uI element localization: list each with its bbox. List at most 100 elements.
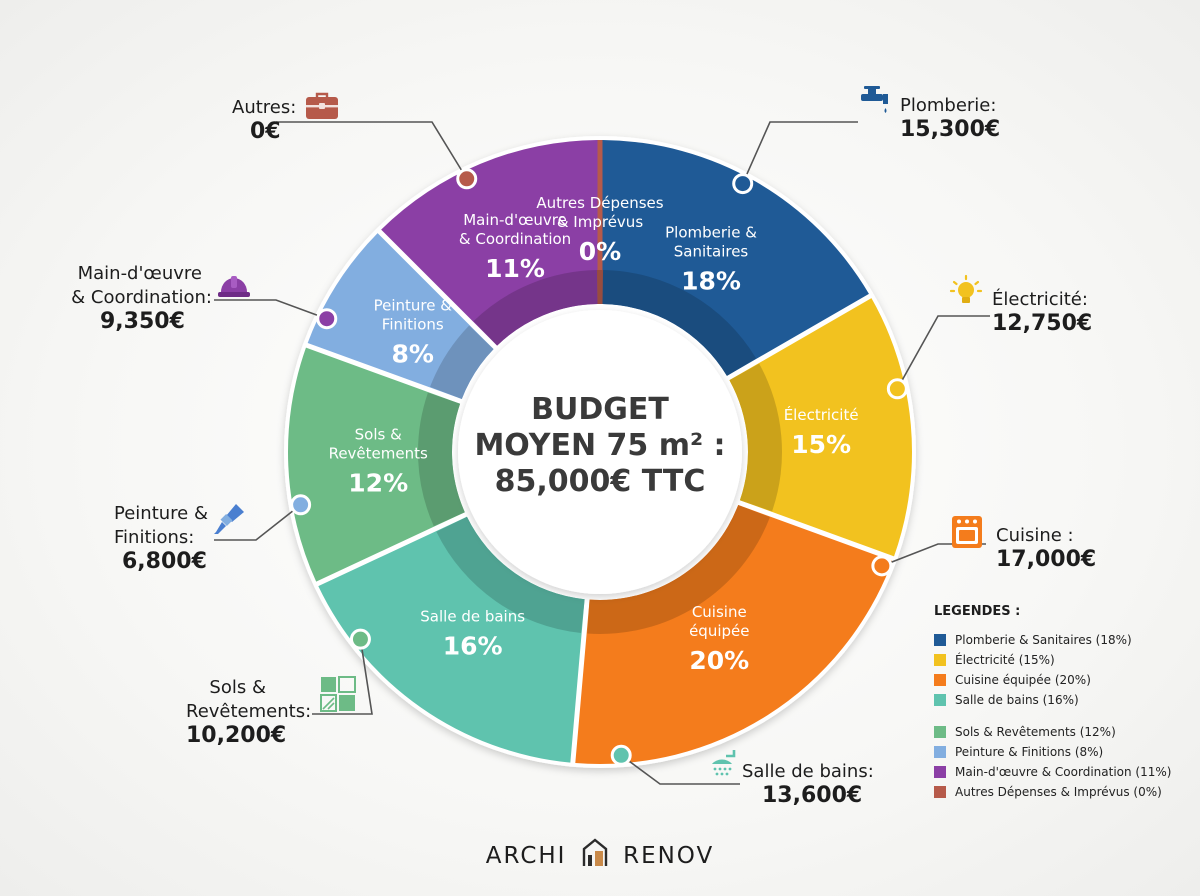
paint-brush-icon [214, 504, 244, 534]
callout-name: Autres: [232, 97, 297, 118]
legend-swatch [934, 766, 946, 778]
slice-sols [288, 347, 465, 582]
chart-title-line: 85,000€ TTC [494, 464, 706, 499]
house-logo-icon [582, 837, 608, 873]
callout-amount: 17,000€ [996, 547, 1097, 572]
legend-swatch [934, 746, 946, 758]
slice-percent: 15% [791, 430, 851, 459]
brand-text-right: RENOV [623, 843, 715, 869]
callout-amount: 13,600€ [762, 783, 863, 808]
callout-autres: Autres: 0€ [232, 96, 296, 144]
slice-peinture [307, 233, 494, 400]
legend-item: Cuisine équipée (20%) [934, 670, 1184, 690]
callout-dot [290, 494, 312, 516]
legend-swatch [934, 726, 946, 738]
callout-amount: 0€ [250, 119, 281, 144]
callout-plomberie: Plomberie: 15,300€ [900, 94, 1000, 142]
slice-inner-band [418, 392, 465, 527]
slice-electricite [729, 298, 912, 557]
slice-plomberie [602, 140, 869, 376]
legend-label: Peinture & Finitions (8%) [955, 745, 1104, 759]
faucet-icon [861, 86, 888, 113]
legend-swatch [934, 654, 946, 666]
callout-dot [316, 308, 338, 330]
slice-wedge [597, 140, 603, 305]
slice-label: Main-d'œuvre [463, 211, 567, 229]
light-bulb-icon [949, 274, 983, 303]
slice-inner-band [430, 325, 494, 400]
slice-label: Finitions [382, 316, 444, 334]
legend-item: Électricité (15%) [934, 650, 1184, 670]
slice-inner-band [596, 270, 604, 305]
slice-percent: 8% [392, 340, 434, 369]
slice-label: Revêtements [329, 445, 428, 463]
chart-title-line: BUDGET [531, 392, 669, 427]
legend-label: Plomberie & Sanitaires (18%) [955, 633, 1132, 647]
legend-item: Peinture & Finitions (8%) [934, 742, 1184, 762]
slice-inner-band [729, 363, 783, 512]
slice-wedge [288, 347, 465, 582]
callout-peinture: Peinture & Finitions: 6,800€ [114, 502, 208, 574]
floor-tiles-icon [320, 676, 356, 712]
slice-inner-band [473, 270, 598, 346]
hard-hat-icon [218, 276, 250, 297]
legend: LEGENDES : Plomberie & Sanitaires (18%) … [934, 604, 1184, 802]
slice-label: équipée [689, 622, 749, 640]
legend-label: Main-d'œuvre & Coordination (11%) [955, 765, 1172, 779]
callout-amount: 15,300€ [900, 117, 1001, 142]
slice-label: Salle de bains [420, 607, 525, 625]
slice-inner-band [602, 270, 757, 376]
slice-label: Électricité [784, 405, 859, 424]
slice-percent: 11% [485, 254, 545, 283]
callout-line [312, 639, 373, 715]
slice-label: Sols & [355, 426, 402, 444]
callout-name: Finitions: [114, 527, 195, 548]
brand-logo: ARCHI RENOV [0, 837, 1200, 873]
legend-item: Salle de bains (16%) [934, 690, 1184, 710]
callout-line [214, 504, 302, 541]
slice-label: Autres Dépenses [536, 194, 663, 212]
callout-main-oeuvre: Main-d'œuvre & Coordination: 9,350€ [66, 262, 212, 334]
slice-salle-de-bains [318, 516, 585, 763]
callout-line [620, 754, 740, 785]
slice-main-oeuvre [381, 140, 598, 346]
slice-percent: 20% [689, 646, 749, 675]
slice-label: Peinture & [374, 297, 453, 315]
slice-label: Plomberie & [665, 224, 757, 242]
callout-line [214, 299, 328, 320]
callout-dot [456, 168, 478, 190]
callout-cuisine: Cuisine : 17,000€ [996, 524, 1096, 572]
callout-line [741, 121, 858, 184]
callout-name: Électricité: [992, 289, 1088, 310]
donut-center [458, 310, 742, 594]
brand-text-left: ARCHI [485, 843, 567, 869]
callout-name: Main-d'œuvre [77, 263, 202, 284]
callout-dot [610, 744, 632, 766]
legend-item: Main-d'œuvre & Coordination (11%) [934, 762, 1184, 782]
callout-salle-de-bains: Salle de bains: 13,600€ [742, 760, 874, 808]
callout-dot [871, 555, 893, 577]
chart-title-line: MOYEN 75 m² : [474, 428, 726, 463]
legend-swatch [934, 674, 946, 686]
legend-swatch [934, 634, 946, 646]
callout-amount: 12,750€ [992, 311, 1093, 336]
oven-icon [952, 516, 982, 548]
legend-swatch [934, 694, 946, 706]
callout-name: Sols & [209, 677, 266, 698]
callout-dot [349, 628, 371, 650]
callout-amount: 10,200€ [186, 723, 287, 748]
slice-cuisine [575, 504, 893, 764]
callout-electricite: Électricité: 12,750€ [992, 288, 1092, 336]
slice-label: & Coordination [459, 230, 571, 248]
slice-label: Cuisine [692, 603, 747, 621]
slice-label: Sanitaires [674, 243, 749, 261]
legend-item: Plomberie & Sanitaires (18%) [934, 630, 1184, 650]
callout-name: Plomberie: [900, 95, 997, 116]
legend-label: Cuisine équipée (20%) [955, 673, 1091, 687]
legend-label: Autres Dépenses & Imprévus (0%) [955, 785, 1162, 799]
callout-line [276, 121, 468, 180]
slice-percent: 0% [579, 237, 621, 266]
legend-item: Sols & Revêtements (12%) [934, 722, 1184, 742]
